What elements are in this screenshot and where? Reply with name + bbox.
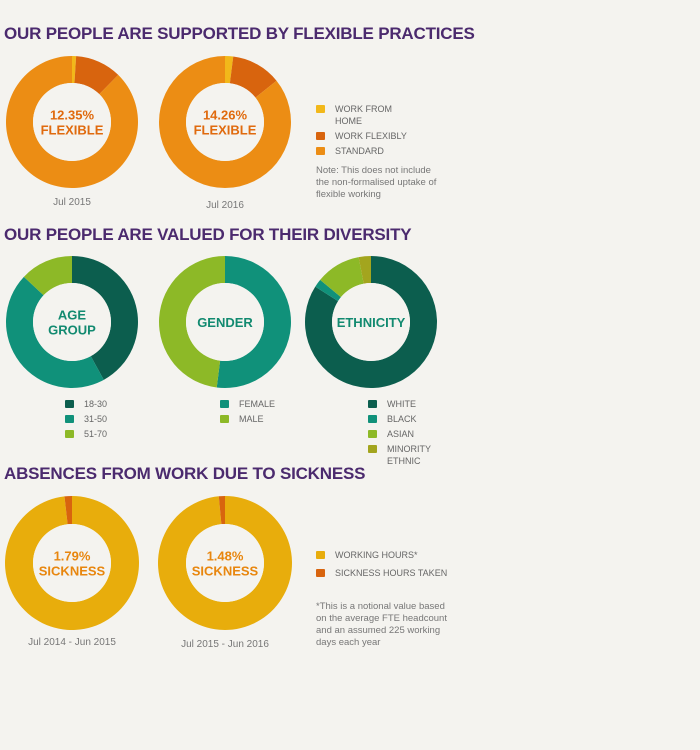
donut-hole (33, 83, 111, 161)
legend-swatch (220, 415, 229, 423)
legend-flexible: WORK FROM HOME WORK FLEXIBLY STANDARD (316, 103, 415, 160)
legend-item: WORK FLEXIBLY (316, 130, 415, 142)
legend-label: FEMALE (239, 399, 276, 409)
donut-center-label: FLEXIBLE (41, 123, 104, 138)
donut-center-label: 1.79% (54, 549, 91, 564)
legend-label: 31-50 (84, 414, 108, 424)
legend-item: FEMALE (220, 398, 275, 410)
donut-slice-sickness-hours-taken (64, 496, 72, 525)
legend-swatch (368, 415, 377, 423)
legend-item: BLACK (368, 413, 439, 425)
donut-slice-work-flexibly (74, 56, 119, 95)
donut-center-label: AGE (58, 308, 87, 323)
donut-slice-31-50 (6, 276, 104, 388)
donut-hole (33, 283, 111, 361)
donut-slice-working-hours- (158, 496, 293, 630)
section-title-sickness: ABSENCES FROM WORK DUE TO SICKNESS (4, 464, 366, 483)
donut-slice-female (216, 256, 291, 389)
legend-swatch (220, 400, 229, 408)
note-flexible: Note: This does not include the non-form… (316, 165, 437, 200)
legend-swatch (65, 415, 74, 423)
legend-swatch (65, 430, 74, 438)
donut-center-label: 12.35% (50, 108, 95, 123)
legend-label: WORK FROM HOME (335, 104, 392, 126)
donut-slice-male (158, 256, 225, 388)
legend-item: 31-50 (65, 413, 107, 425)
legend-label: WORK FLEXIBLY (335, 131, 407, 141)
legend-swatch (316, 551, 325, 559)
legend-label: STANDARD (335, 146, 384, 156)
donut-center-label: FLEXIBLE (194, 123, 257, 138)
legend-gender: FEMALE MALE (220, 398, 275, 428)
donut-center-label: SICKNESS (39, 564, 106, 579)
donut-slice-work-from-home (225, 56, 234, 84)
legend-item: MINORITY ETHNIC (368, 443, 439, 467)
donut-slice-white (304, 256, 437, 388)
legend-sickness: WORKING HOURS* SICKNESS HOURS TAKEN (316, 549, 447, 582)
legend-item: ASIAN (368, 428, 439, 440)
legend-swatch (368, 430, 377, 438)
donut-slice-work-flexibly (229, 56, 277, 98)
donut-slice-sickness-hours-taken (218, 496, 225, 525)
legend-label: 51-70 (84, 429, 108, 439)
donut-center-label: SICKNESS (192, 564, 259, 579)
donut-slice-51-70 (23, 256, 73, 296)
legend-swatch (65, 400, 74, 408)
legend-item: WORKING HOURS* (316, 549, 447, 561)
donut-caption: Jul 2015 (53, 197, 91, 208)
donut-center-label: GENDER (197, 315, 253, 330)
donut-caption: Jul 2014 - Jun 2015 (28, 637, 116, 648)
legend-label: ASIAN (387, 429, 415, 439)
donut-center-label: GROUP (48, 323, 96, 338)
legend-age-group: 18-30 31-50 51-70 (65, 398, 107, 443)
section-title-flexible: OUR PEOPLE ARE SUPPORTED BY FLEXIBLE PRA… (4, 24, 475, 43)
donut-hole (33, 524, 111, 602)
legend-label: WHITE (387, 399, 416, 409)
legend-item: WORK FROM HOME (316, 103, 415, 127)
legend-item: MALE (220, 413, 275, 425)
legend-swatch (316, 147, 325, 155)
legend-item: WHITE (368, 398, 439, 410)
donut-slice-minority-ethnic (358, 256, 371, 284)
donut-hole (186, 83, 264, 161)
legend-item: STANDARD (316, 145, 415, 157)
legend-item: 51-70 (65, 428, 107, 440)
donut-caption: Jul 2015 - Jun 2016 (181, 639, 269, 650)
legend-ethnicity: WHITE BLACK ASIAN MINORITY ETHNIC (368, 398, 439, 470)
donut-slice-work-from-home (72, 56, 77, 84)
note-sickness: *This is a notional value based on the a… (316, 601, 447, 648)
legend-swatch (316, 105, 325, 113)
legend-swatch (316, 569, 325, 577)
donut-center-label: 1.48% (207, 549, 244, 564)
donut-hole (332, 283, 410, 361)
donut-center-label: 14.26% (203, 108, 248, 123)
donut-hole (186, 283, 264, 361)
legend-label: WORKING HOURS* (335, 550, 418, 560)
legend-label: MINORITY ETHNIC (387, 444, 431, 466)
section-title-diversity: OUR PEOPLE ARE VALUED FOR THEIR DIVERSIT… (4, 225, 412, 244)
legend-label: SICKNESS HOURS TAKEN (335, 568, 448, 578)
legend-swatch (368, 400, 377, 408)
donut-slice-standard (5, 56, 138, 188)
legend-item: 18-30 (65, 398, 107, 410)
donut-slice-black (315, 279, 341, 302)
donut-slice-standard (159, 56, 291, 188)
legend-item: SICKNESS HOURS TAKEN (316, 567, 447, 579)
legend-label: 18-30 (84, 399, 108, 409)
donut-slice-asian (320, 257, 364, 298)
donut-slice-18-30 (72, 256, 138, 380)
legend-label: MALE (239, 414, 264, 424)
legend-label: BLACK (387, 414, 417, 424)
donut-hole (186, 524, 264, 602)
donut-slice-working-hours- (5, 496, 140, 630)
legend-swatch (316, 132, 325, 140)
donut-center-label: ETHNICITY (337, 315, 406, 330)
legend-swatch (368, 445, 377, 453)
donut-caption: Jul 2016 (206, 200, 244, 211)
